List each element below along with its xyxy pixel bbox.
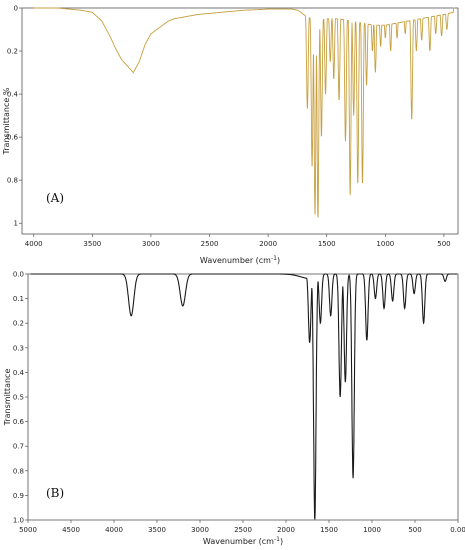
panel-b-y-tick-label: 0.4 <box>13 369 25 377</box>
panel-b-y-tick-label: 0.7 <box>13 443 24 451</box>
panel-a-y-axis-label: Transmittance % <box>2 87 11 155</box>
panel-b-spectrum-line <box>30 273 458 520</box>
panel-a-spectrum-line <box>33 7 455 218</box>
panel-a-chart: 4000 3500 3000 2500 2000 1500 1000 500 0 0.2 0.4 0.… <box>2 5 459 265</box>
panel-a-y-tick-label: 0.8 <box>7 177 18 185</box>
panel-b-plot-area <box>27 273 459 521</box>
panel-b-y-tick-label: 0.9 <box>13 492 24 500</box>
panel-b-x-tick-label: 1500 <box>320 526 338 534</box>
panel-b-y-tick-label: 0.2 <box>13 320 24 328</box>
panel-b-chart: 5000 4500 4000 3500 3000 2500 2000 1500 1000 500 0… <box>3 271 465 547</box>
panel-b-x-tick-label: 4500 <box>62 526 80 534</box>
panel-b-x-tick-label: 2000 <box>277 526 295 534</box>
panel-b-y-tick-label: 0.5 <box>13 394 24 402</box>
panel-b-x-tick-label: 3500 <box>148 526 166 534</box>
panel-a-y-tick-label: 1 <box>14 220 18 228</box>
panel-b-y-tick-label: 0.0 <box>13 271 24 279</box>
panel-b-x-tick-label: 500 <box>408 526 421 534</box>
panel-a-y-tick-label: 0.2 <box>7 48 18 56</box>
panel-a-ticks: 4000 3500 3000 2500 2000 1500 1000 500 0 0.2 0.4 0.… <box>7 5 451 249</box>
panel-b-x-axis-label: Wavenumber (cm-1) <box>203 536 283 546</box>
panel-b-label: (B) <box>46 486 64 500</box>
panel-b-x-tick-label: 2500 <box>234 526 252 534</box>
panel-a-y-tick-label: 0.6 <box>7 134 19 142</box>
panel-a-label: (A) <box>46 191 64 205</box>
panel-a-x-tick-label: 2500 <box>201 240 219 248</box>
panel-a-plot-area <box>21 7 459 235</box>
panel-a-x-axis-label: Wavenumber (cm-1) <box>200 255 280 265</box>
panel-b-y-tick-label: 1.0 <box>13 517 24 525</box>
panel-a-y-tick-label: 0 <box>14 5 18 13</box>
panel-a-x-tick-label: 2000 <box>259 240 277 248</box>
panel-b-x-tick-label: 5000 <box>19 526 37 534</box>
panel-b-y-axis-label: Transmittance <box>3 369 12 427</box>
panel-b-x-tick-label: 4000 <box>105 526 123 534</box>
panel-a-x-tick-label: 4000 <box>25 240 43 248</box>
panel-a-x-tick-label: 1000 <box>376 240 394 248</box>
panel-b-ticks: 5000 4500 4000 3500 3000 2500 2000 1500 1000 500 0… <box>13 271 465 535</box>
panel-b-x-tick-label: 3000 <box>191 526 209 534</box>
panel-b-y-tick-label: 0.6 <box>13 418 25 426</box>
panel-a-x-tick-label: 1500 <box>318 240 336 248</box>
panel-a-y-tick-label: 0.4 <box>7 91 19 99</box>
panel-b-x-tick-label: 1000 <box>363 526 381 534</box>
panel-b-y-tick-label: 0.3 <box>13 344 24 352</box>
panel-a-x-tick-label: 3000 <box>142 240 160 248</box>
panel-b-x-tick-label: 0.00 <box>450 526 465 534</box>
panel-b-y-tick-label: 0.8 <box>13 467 24 475</box>
panel-a-x-tick-label: 3500 <box>83 240 101 248</box>
panel-a-x-tick-label: 500 <box>437 240 450 248</box>
panel-b-y-tick-label: 0.1 <box>13 295 24 303</box>
